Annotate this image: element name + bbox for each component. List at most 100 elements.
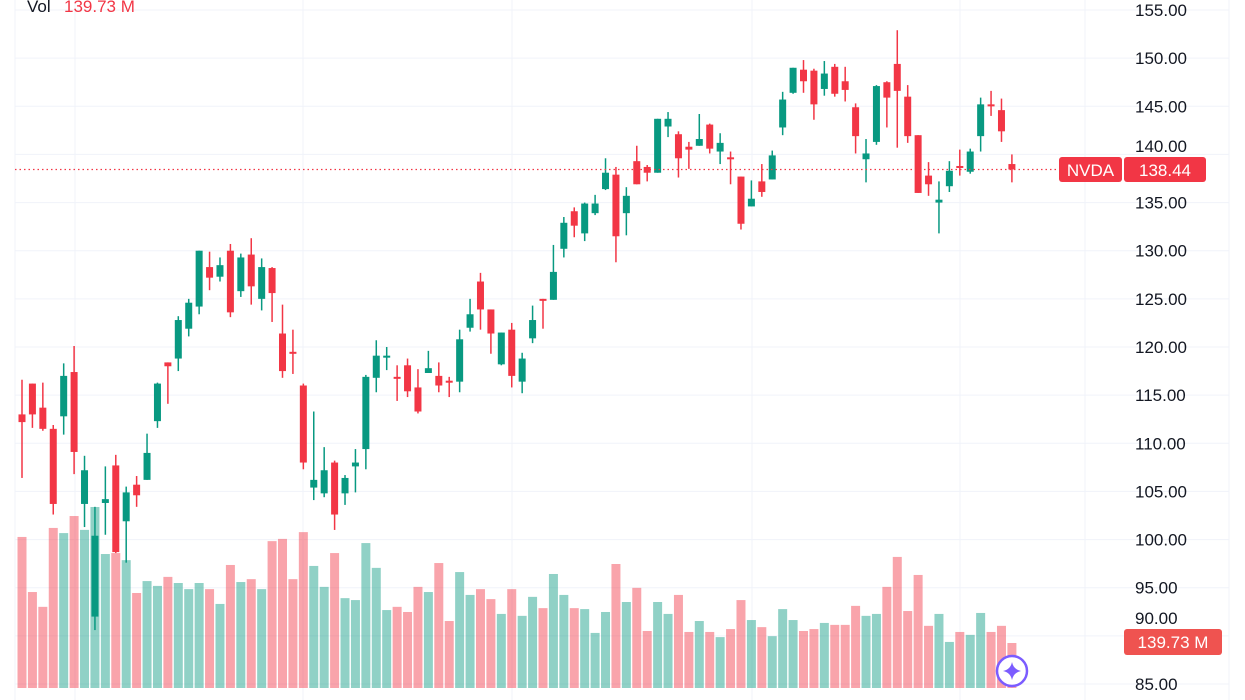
candle[interactable] — [112, 454, 120, 554]
candle[interactable] — [956, 149, 964, 176]
candle[interactable] — [414, 369, 422, 414]
candle[interactable] — [164, 362, 172, 404]
candle[interactable] — [862, 139, 870, 183]
candle[interactable] — [977, 97, 985, 152]
candle[interactable] — [91, 506, 99, 631]
candle[interactable] — [997, 98, 1005, 142]
candle[interactable] — [143, 433, 151, 480]
candle[interactable] — [602, 158, 610, 191]
candle[interactable] — [18, 379, 26, 478]
candle[interactable] — [185, 298, 193, 337]
candle[interactable] — [476, 272, 484, 330]
candle[interactable] — [560, 217, 568, 258]
candle[interactable] — [643, 165, 651, 182]
candle[interactable] — [268, 267, 276, 322]
candle[interactable] — [383, 347, 391, 371]
candle[interactable] — [508, 322, 516, 388]
candle[interactable] — [768, 150, 776, 180]
candle[interactable] — [466, 298, 474, 332]
candle[interactable] — [310, 411, 318, 501]
candle[interactable] — [591, 194, 599, 216]
sparkle-icon[interactable] — [995, 654, 1029, 688]
candle[interactable] — [695, 113, 703, 146]
candle[interactable] — [424, 350, 432, 373]
volume-bar — [475, 589, 485, 688]
candle[interactable] — [925, 162, 933, 196]
candle[interactable] — [153, 382, 161, 428]
candle[interactable] — [945, 161, 953, 192]
candle[interactable] — [758, 164, 766, 197]
candle[interactable] — [622, 187, 630, 236]
candle[interactable] — [216, 257, 224, 282]
candle[interactable] — [549, 244, 557, 300]
candle[interactable] — [404, 358, 412, 398]
candle[interactable] — [237, 253, 245, 297]
candle[interactable] — [445, 376, 453, 398]
candle[interactable] — [487, 309, 495, 354]
candle[interactable] — [935, 181, 943, 234]
candle[interactable] — [320, 447, 328, 498]
candle[interactable] — [654, 118, 662, 173]
candle[interactable] — [914, 135, 922, 193]
candle[interactable] — [393, 365, 401, 401]
candle[interactable] — [779, 91, 787, 136]
candle[interactable] — [70, 346, 78, 475]
candle[interactable] — [716, 133, 724, 165]
candle[interactable] — [60, 363, 68, 435]
candle[interactable] — [362, 374, 370, 470]
candle[interactable] — [279, 304, 286, 378]
candle[interactable] — [341, 475, 349, 505]
candle[interactable] — [518, 352, 526, 394]
candle[interactable] — [852, 103, 860, 154]
candle[interactable] — [737, 176, 745, 230]
candle[interactable] — [893, 30, 901, 148]
candle[interactable] — [820, 61, 828, 96]
candle[interactable] — [497, 332, 505, 366]
candle[interactable] — [872, 85, 880, 145]
candle[interactable] — [706, 123, 714, 154]
candle[interactable] — [612, 166, 620, 263]
candle[interactable] — [174, 316, 182, 372]
candle[interactable] — [841, 66, 849, 102]
candle[interactable] — [570, 207, 578, 238]
candle[interactable] — [831, 63, 839, 97]
candle[interactable] — [987, 90, 995, 116]
candle[interactable] — [674, 131, 682, 178]
candle[interactable] — [122, 486, 130, 563]
candle[interactable] — [226, 243, 234, 318]
candle[interactable] — [299, 383, 307, 470]
candle-body — [800, 69, 807, 82]
candle[interactable] — [883, 81, 891, 128]
candle[interactable] — [247, 238, 255, 305]
candle[interactable] — [685, 141, 693, 169]
candle[interactable] — [633, 145, 641, 185]
candle[interactable] — [664, 112, 672, 138]
candle[interactable] — [28, 383, 36, 428]
candle[interactable] — [435, 362, 443, 393]
candle[interactable] — [904, 85, 912, 143]
candle[interactable] — [331, 460, 339, 530]
candle[interactable] — [81, 455, 89, 528]
candle[interactable] — [258, 258, 266, 311]
candle[interactable] — [539, 298, 547, 329]
candle[interactable] — [747, 180, 755, 207]
candle[interactable] — [372, 340, 380, 393]
candle[interactable] — [133, 476, 141, 507]
candle[interactable] — [195, 250, 203, 315]
candle[interactable] — [206, 251, 214, 291]
candle[interactable] — [810, 68, 818, 120]
candle[interactable] — [289, 329, 297, 374]
candle[interactable] — [351, 449, 359, 493]
candle[interactable] — [529, 305, 537, 344]
candle[interactable] — [1008, 154, 1016, 183]
candle[interactable] — [789, 67, 797, 94]
candle[interactable] — [39, 382, 47, 431]
price-axis[interactable]: 155.00 150.00 145.00 140.00 135.00 130.00 125.… — [1135, 1, 1187, 694]
candle[interactable] — [581, 202, 589, 242]
candle[interactable] — [800, 60, 807, 93]
candle[interactable] — [727, 151, 735, 185]
candle[interactable] — [49, 424, 57, 515]
candle[interactable] — [101, 466, 109, 535]
candle[interactable] — [456, 329, 464, 393]
